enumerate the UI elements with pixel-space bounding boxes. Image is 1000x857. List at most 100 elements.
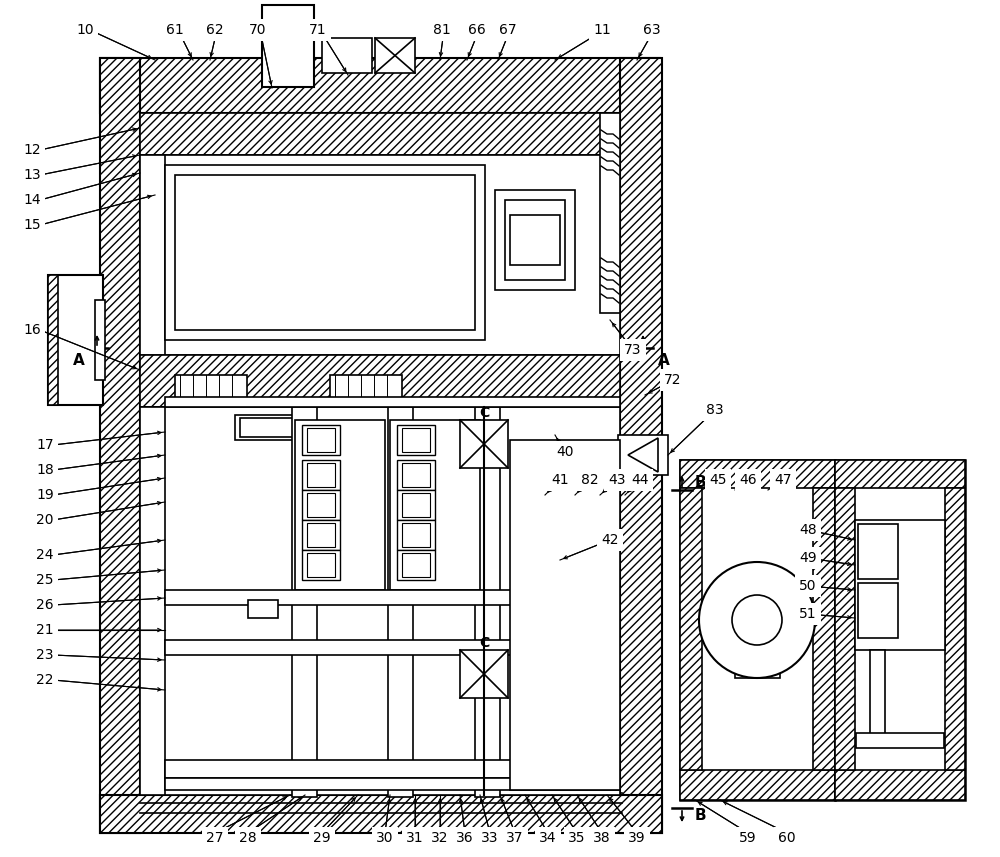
Bar xyxy=(175,375,247,405)
Text: 36: 36 xyxy=(456,831,474,845)
Text: 23: 23 xyxy=(36,648,54,662)
Bar xyxy=(295,420,385,590)
Bar xyxy=(100,795,662,833)
Text: 32: 32 xyxy=(431,831,449,845)
Bar xyxy=(302,425,340,455)
Bar xyxy=(475,407,500,797)
Bar xyxy=(140,355,620,407)
Text: 39: 39 xyxy=(628,831,646,845)
Bar xyxy=(397,490,435,520)
Text: 47: 47 xyxy=(774,473,792,487)
Bar xyxy=(140,113,620,155)
Text: B: B xyxy=(695,475,707,489)
Bar xyxy=(140,407,620,795)
Text: 12: 12 xyxy=(23,143,41,157)
Text: 13: 13 xyxy=(23,168,41,182)
Bar xyxy=(945,488,965,770)
Text: 17: 17 xyxy=(36,438,54,452)
Text: 18: 18 xyxy=(36,463,54,477)
Bar xyxy=(140,155,620,355)
Bar xyxy=(735,660,780,678)
Bar xyxy=(855,520,945,650)
Text: 71: 71 xyxy=(309,23,327,37)
Bar xyxy=(307,553,335,577)
Bar xyxy=(397,550,435,580)
Bar xyxy=(388,407,413,797)
Circle shape xyxy=(699,562,815,678)
Text: A: A xyxy=(658,352,670,368)
Bar xyxy=(390,420,480,590)
Text: 60: 60 xyxy=(778,831,796,845)
Text: 43: 43 xyxy=(608,473,626,487)
Bar xyxy=(402,428,430,452)
Bar xyxy=(680,488,702,770)
Text: 25: 25 xyxy=(36,573,54,587)
Text: 19: 19 xyxy=(36,488,54,502)
Bar xyxy=(600,113,620,313)
Text: 50: 50 xyxy=(799,579,817,593)
Bar xyxy=(402,553,430,577)
Text: C: C xyxy=(479,406,489,420)
Bar xyxy=(140,407,165,795)
Bar xyxy=(165,590,620,605)
Bar xyxy=(165,760,620,778)
Text: 61: 61 xyxy=(166,23,184,37)
Text: 24: 24 xyxy=(36,548,54,562)
Bar xyxy=(460,650,508,698)
Text: 16: 16 xyxy=(23,323,41,337)
Bar xyxy=(100,58,140,833)
Bar xyxy=(856,733,944,748)
Text: 35: 35 xyxy=(568,831,586,845)
Text: 59: 59 xyxy=(739,831,757,845)
Bar xyxy=(302,520,340,550)
Bar xyxy=(302,460,340,490)
Bar xyxy=(175,175,475,330)
Text: 22: 22 xyxy=(36,673,54,687)
Bar xyxy=(402,493,430,517)
Text: 44: 44 xyxy=(631,473,649,487)
Text: 66: 66 xyxy=(468,23,486,37)
Text: 29: 29 xyxy=(313,831,331,845)
Text: 26: 26 xyxy=(36,598,54,612)
Bar xyxy=(307,523,335,547)
Text: 46: 46 xyxy=(739,473,757,487)
Bar xyxy=(835,488,855,770)
Bar xyxy=(858,583,898,638)
Bar xyxy=(165,165,485,340)
Text: 48: 48 xyxy=(799,523,817,537)
Bar xyxy=(680,770,835,800)
Bar xyxy=(460,420,508,468)
Text: 28: 28 xyxy=(239,831,257,845)
Text: 70: 70 xyxy=(249,23,267,37)
Bar xyxy=(140,155,165,355)
Bar xyxy=(262,5,314,87)
Bar xyxy=(397,460,435,490)
Text: 81: 81 xyxy=(433,23,451,37)
Text: 27: 27 xyxy=(206,831,224,845)
Text: 40: 40 xyxy=(556,445,574,459)
Text: 41: 41 xyxy=(551,473,569,487)
Bar xyxy=(330,375,402,405)
Bar xyxy=(495,190,575,290)
Bar xyxy=(95,300,105,380)
Bar xyxy=(397,520,435,550)
Text: 21: 21 xyxy=(36,623,54,637)
Bar xyxy=(165,397,620,407)
Text: 63: 63 xyxy=(643,23,661,37)
Text: 11: 11 xyxy=(593,23,611,37)
Text: 33: 33 xyxy=(481,831,499,845)
Bar xyxy=(165,640,620,655)
Circle shape xyxy=(732,595,782,645)
Bar xyxy=(302,490,340,520)
Bar xyxy=(240,418,305,437)
Bar xyxy=(618,435,668,475)
Bar xyxy=(402,463,430,487)
Bar xyxy=(307,463,335,487)
Text: 83: 83 xyxy=(706,403,724,417)
Bar xyxy=(510,215,560,265)
Text: 20: 20 xyxy=(36,513,54,527)
Polygon shape xyxy=(628,438,658,472)
Bar xyxy=(620,58,662,833)
Text: B: B xyxy=(695,808,707,824)
Text: C: C xyxy=(479,636,489,650)
